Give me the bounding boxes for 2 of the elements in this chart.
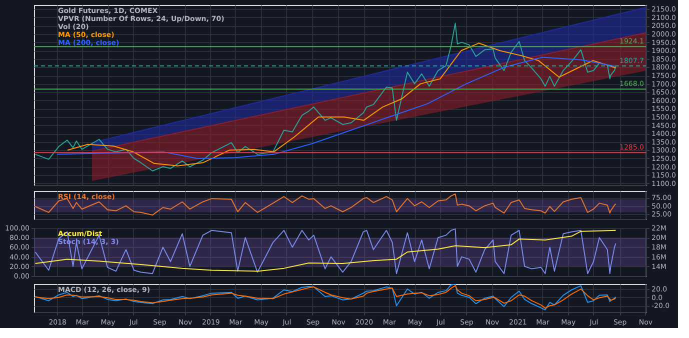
line-series bbox=[34, 193, 616, 216]
line-series bbox=[56, 56, 616, 159]
